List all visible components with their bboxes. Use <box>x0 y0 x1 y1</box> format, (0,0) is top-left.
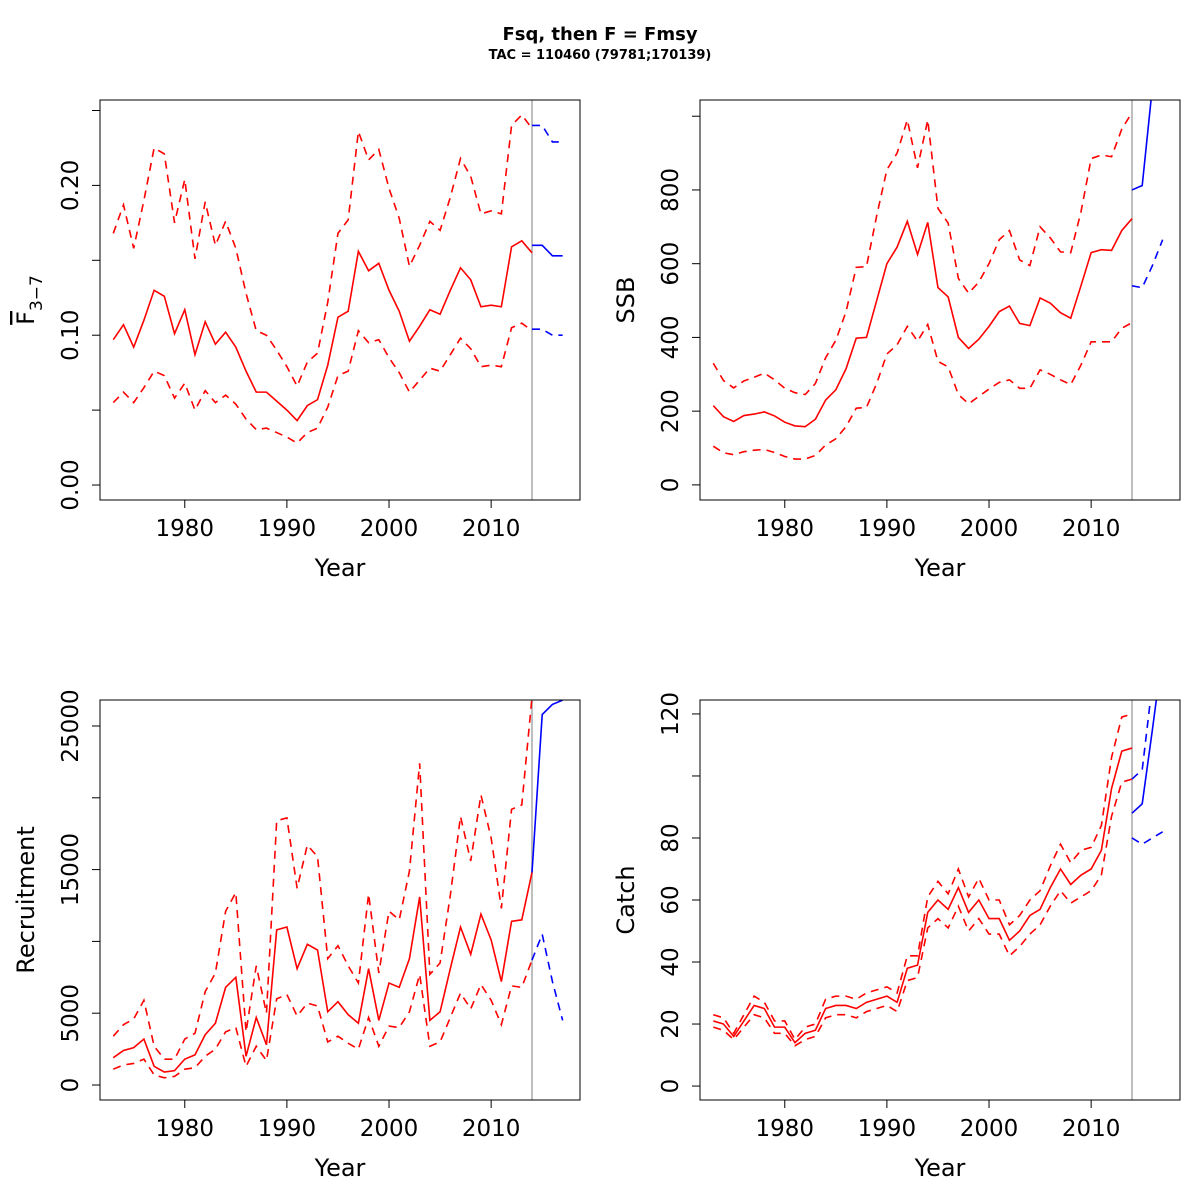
y-axis-title: SSB <box>612 277 640 324</box>
y-axis-title-main: SSB <box>612 277 640 324</box>
series-line <box>1131 100 1152 191</box>
y-tick-label: 20 <box>658 1009 684 1038</box>
x-tick-label: 1990 <box>258 1116 317 1142</box>
y-tick-label: 60 <box>658 885 684 914</box>
series-line <box>531 931 564 1021</box>
x-axis-title: Year <box>314 554 366 582</box>
series-line <box>112 239 533 422</box>
series-line <box>532 568 563 697</box>
plot-frame <box>99 99 581 501</box>
y-tick-label: 200 <box>658 389 684 433</box>
x-tick-label: 2000 <box>360 516 419 542</box>
series-line <box>112 113 533 389</box>
series-line <box>1131 700 1158 814</box>
series-line <box>1131 239 1164 289</box>
series-line <box>713 778 1133 1047</box>
series-line <box>713 713 1133 1041</box>
y-axis-title: F3−7 <box>12 275 47 325</box>
plot-area <box>112 100 563 500</box>
series-line <box>713 747 1133 1044</box>
x-tick-label: 1990 <box>858 516 917 542</box>
y-axis-title-sub: 3−7 <box>27 275 47 311</box>
series-line <box>712 218 1133 428</box>
series-line <box>1132 0 1163 42</box>
x-axis-title: Year <box>914 554 966 582</box>
series-line <box>712 112 1133 396</box>
series-line <box>531 700 563 873</box>
x-axis-title: Year <box>314 1154 366 1182</box>
y-tick-label: 400 <box>658 315 684 359</box>
y-tick-label: 0.10 <box>58 310 84 361</box>
series-line <box>112 700 533 1060</box>
series-line <box>112 322 533 445</box>
x-tick-label: 2010 <box>1062 516 1121 542</box>
y-tick-label: 25000 <box>58 689 84 762</box>
series-line <box>532 124 563 143</box>
y-tick-label: 0 <box>658 1079 684 1094</box>
y-tick-label: 5000 <box>58 984 84 1043</box>
y-axis-title-main: Recruitment <box>12 826 40 973</box>
x-tick-label: 1990 <box>258 516 317 542</box>
y-tick-label: 40 <box>658 947 684 976</box>
series-line <box>532 244 563 257</box>
plot-frame <box>99 699 581 1101</box>
y-tick-label: 0.20 <box>58 160 84 211</box>
x-tick-label: 1980 <box>755 516 814 542</box>
x-tick-label: 2000 <box>960 1116 1019 1142</box>
x-tick-label: 2000 <box>960 516 1019 542</box>
y-tick-label: 80 <box>658 823 684 852</box>
y-axis-title: Recruitment <box>12 826 40 973</box>
y-axis-title-main: Catch <box>612 865 640 934</box>
y-tick-label: 0 <box>658 478 684 493</box>
x-tick-label: 1980 <box>155 1116 214 1142</box>
y-tick-label: 0 <box>58 1078 84 1093</box>
x-tick-label: 2010 <box>1062 1116 1121 1142</box>
series-line <box>112 872 533 1073</box>
x-axis-title: Year <box>914 1154 966 1182</box>
y-tick-label: 0.00 <box>58 459 84 510</box>
y-tick-label: 15000 <box>58 833 84 906</box>
title: Fsq, then F = Fmsy <box>502 24 697 45</box>
x-tick-label: 1980 <box>155 516 214 542</box>
plot-frame <box>699 99 1181 501</box>
subtitle: TAC = 110460 (79781;170139) <box>489 48 712 63</box>
series-line <box>1131 831 1164 846</box>
y-tick-label: 120 <box>658 692 684 736</box>
y-tick-label: 800 <box>658 168 684 212</box>
y-tick-label: 600 <box>658 242 684 286</box>
x-tick-label: 2010 <box>462 516 521 542</box>
series-line <box>712 321 1133 460</box>
x-tick-label: 2010 <box>462 1116 521 1142</box>
x-tick-label: 1990 <box>858 1116 917 1142</box>
x-tick-label: 1980 <box>755 1116 814 1142</box>
y-axis-title: Catch <box>612 865 640 934</box>
plot-area <box>713 700 1164 1100</box>
plot-area <box>112 568 564 1100</box>
y-axis-title-main: F <box>12 311 40 325</box>
series-line <box>532 328 563 337</box>
series-line <box>1131 700 1152 780</box>
plot-frame <box>699 699 1181 1101</box>
x-tick-label: 2000 <box>360 1116 419 1142</box>
plot-area <box>712 0 1164 500</box>
